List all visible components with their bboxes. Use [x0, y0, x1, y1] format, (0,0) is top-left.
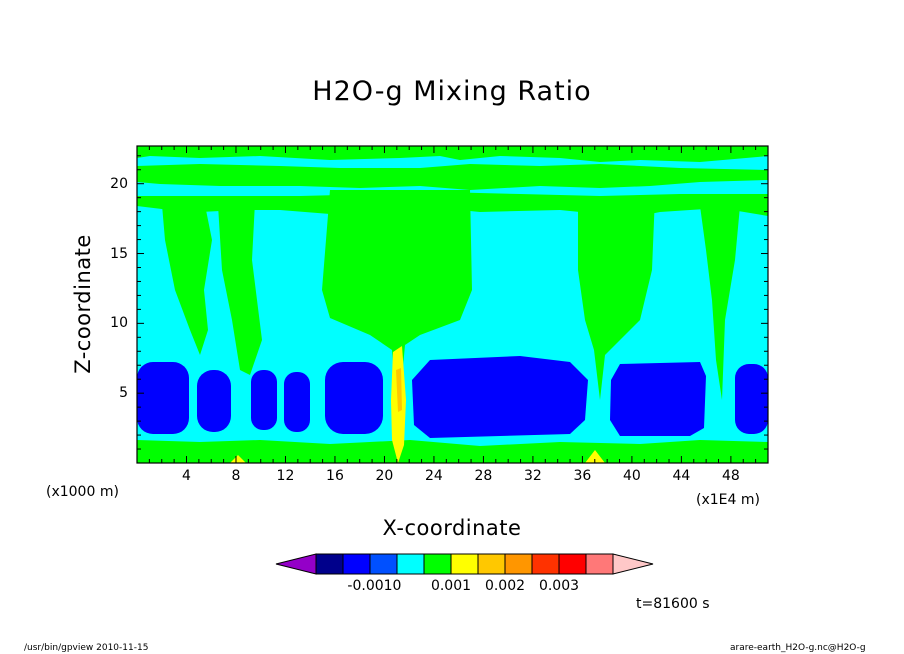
x-unit-left: (x1000 m)	[46, 484, 119, 500]
green-band-top	[137, 146, 768, 162]
colorbar-segment	[450, 553, 479, 575]
x-tick-label: 8	[231, 468, 241, 484]
colorbar-tick-label: 0.003	[538, 578, 580, 594]
green-band-mid	[137, 164, 768, 190]
colorbar-arrow-left	[275, 553, 317, 575]
blue-cell-2	[197, 370, 231, 432]
green-plume-3	[578, 196, 655, 400]
x-tick-label: 12	[276, 468, 295, 484]
blue-cell-3	[251, 370, 277, 430]
footer-left: /usr/bin/gpview 2010-11-15	[24, 643, 149, 653]
axis-ticks	[137, 146, 768, 463]
x-tick-label: 4	[182, 468, 191, 484]
x-tick-label: 28	[474, 468, 493, 484]
y-tick-label: 20	[110, 175, 128, 192]
x-tick-label: 40	[622, 468, 641, 484]
colorbar-segment	[477, 553, 506, 575]
colorbar-segment	[369, 553, 398, 575]
green-plume-4	[700, 206, 740, 400]
blue-cell-5	[325, 362, 383, 434]
colorbar-tick-label: -0.001	[347, 578, 393, 594]
yellow-blob-2	[230, 455, 246, 463]
green-plume-2	[218, 202, 262, 375]
yellow-blob-1	[585, 450, 605, 463]
colorbar-segment	[315, 553, 344, 575]
colorbar-tick-label: 0	[392, 578, 402, 594]
colorbar-segment	[342, 553, 371, 575]
colorbar-segment	[558, 553, 587, 575]
y-tick-label: 10	[110, 315, 128, 332]
x-tick-label: 44	[672, 468, 691, 484]
blue-cell-7	[610, 362, 706, 436]
colorbar-segment	[423, 553, 452, 575]
blue-cell-8	[735, 364, 768, 434]
plot-frame	[136, 145, 769, 464]
y-tick-label: 5	[119, 385, 128, 402]
x-tick-label: 48	[721, 468, 740, 484]
orange-core	[396, 368, 402, 412]
contour-field	[137, 146, 768, 463]
colorbar-tick-label: 0.001	[430, 578, 472, 594]
time-annotation: t=81600 s	[636, 596, 710, 612]
blue-cell-6	[412, 356, 588, 438]
colorbar-segment	[396, 553, 425, 575]
x-tick-label: 24	[425, 468, 443, 484]
chart-title: H2O-g Mixing Ratio	[312, 76, 592, 107]
green-plume-1	[162, 205, 212, 355]
green-surface	[137, 440, 768, 463]
y-tick-label: 15	[110, 245, 128, 262]
green-plume-center	[322, 190, 472, 420]
colorbar	[275, 553, 654, 575]
blue-cell-4	[284, 372, 310, 432]
colorbar-segment	[531, 553, 560, 575]
footer-right: arare-earth_H2O-g.nc@H2O-g	[730, 643, 866, 653]
colorbar-arrow-right	[612, 553, 654, 575]
colorbar-tick-label: 0.002	[484, 578, 526, 594]
x-tick-label: 36	[573, 468, 592, 484]
blue-cell-1	[137, 362, 189, 434]
x-tick-label: 32	[523, 468, 542, 484]
x-tick-label: 16	[326, 468, 344, 484]
x-unit-right: (x1E4 m)	[696, 492, 760, 508]
colorbar-segment	[585, 553, 614, 575]
x-axis-label: X-coordinate	[382, 516, 522, 540]
x-tick-label: 20	[375, 468, 394, 484]
colorbar-segment	[504, 553, 533, 575]
